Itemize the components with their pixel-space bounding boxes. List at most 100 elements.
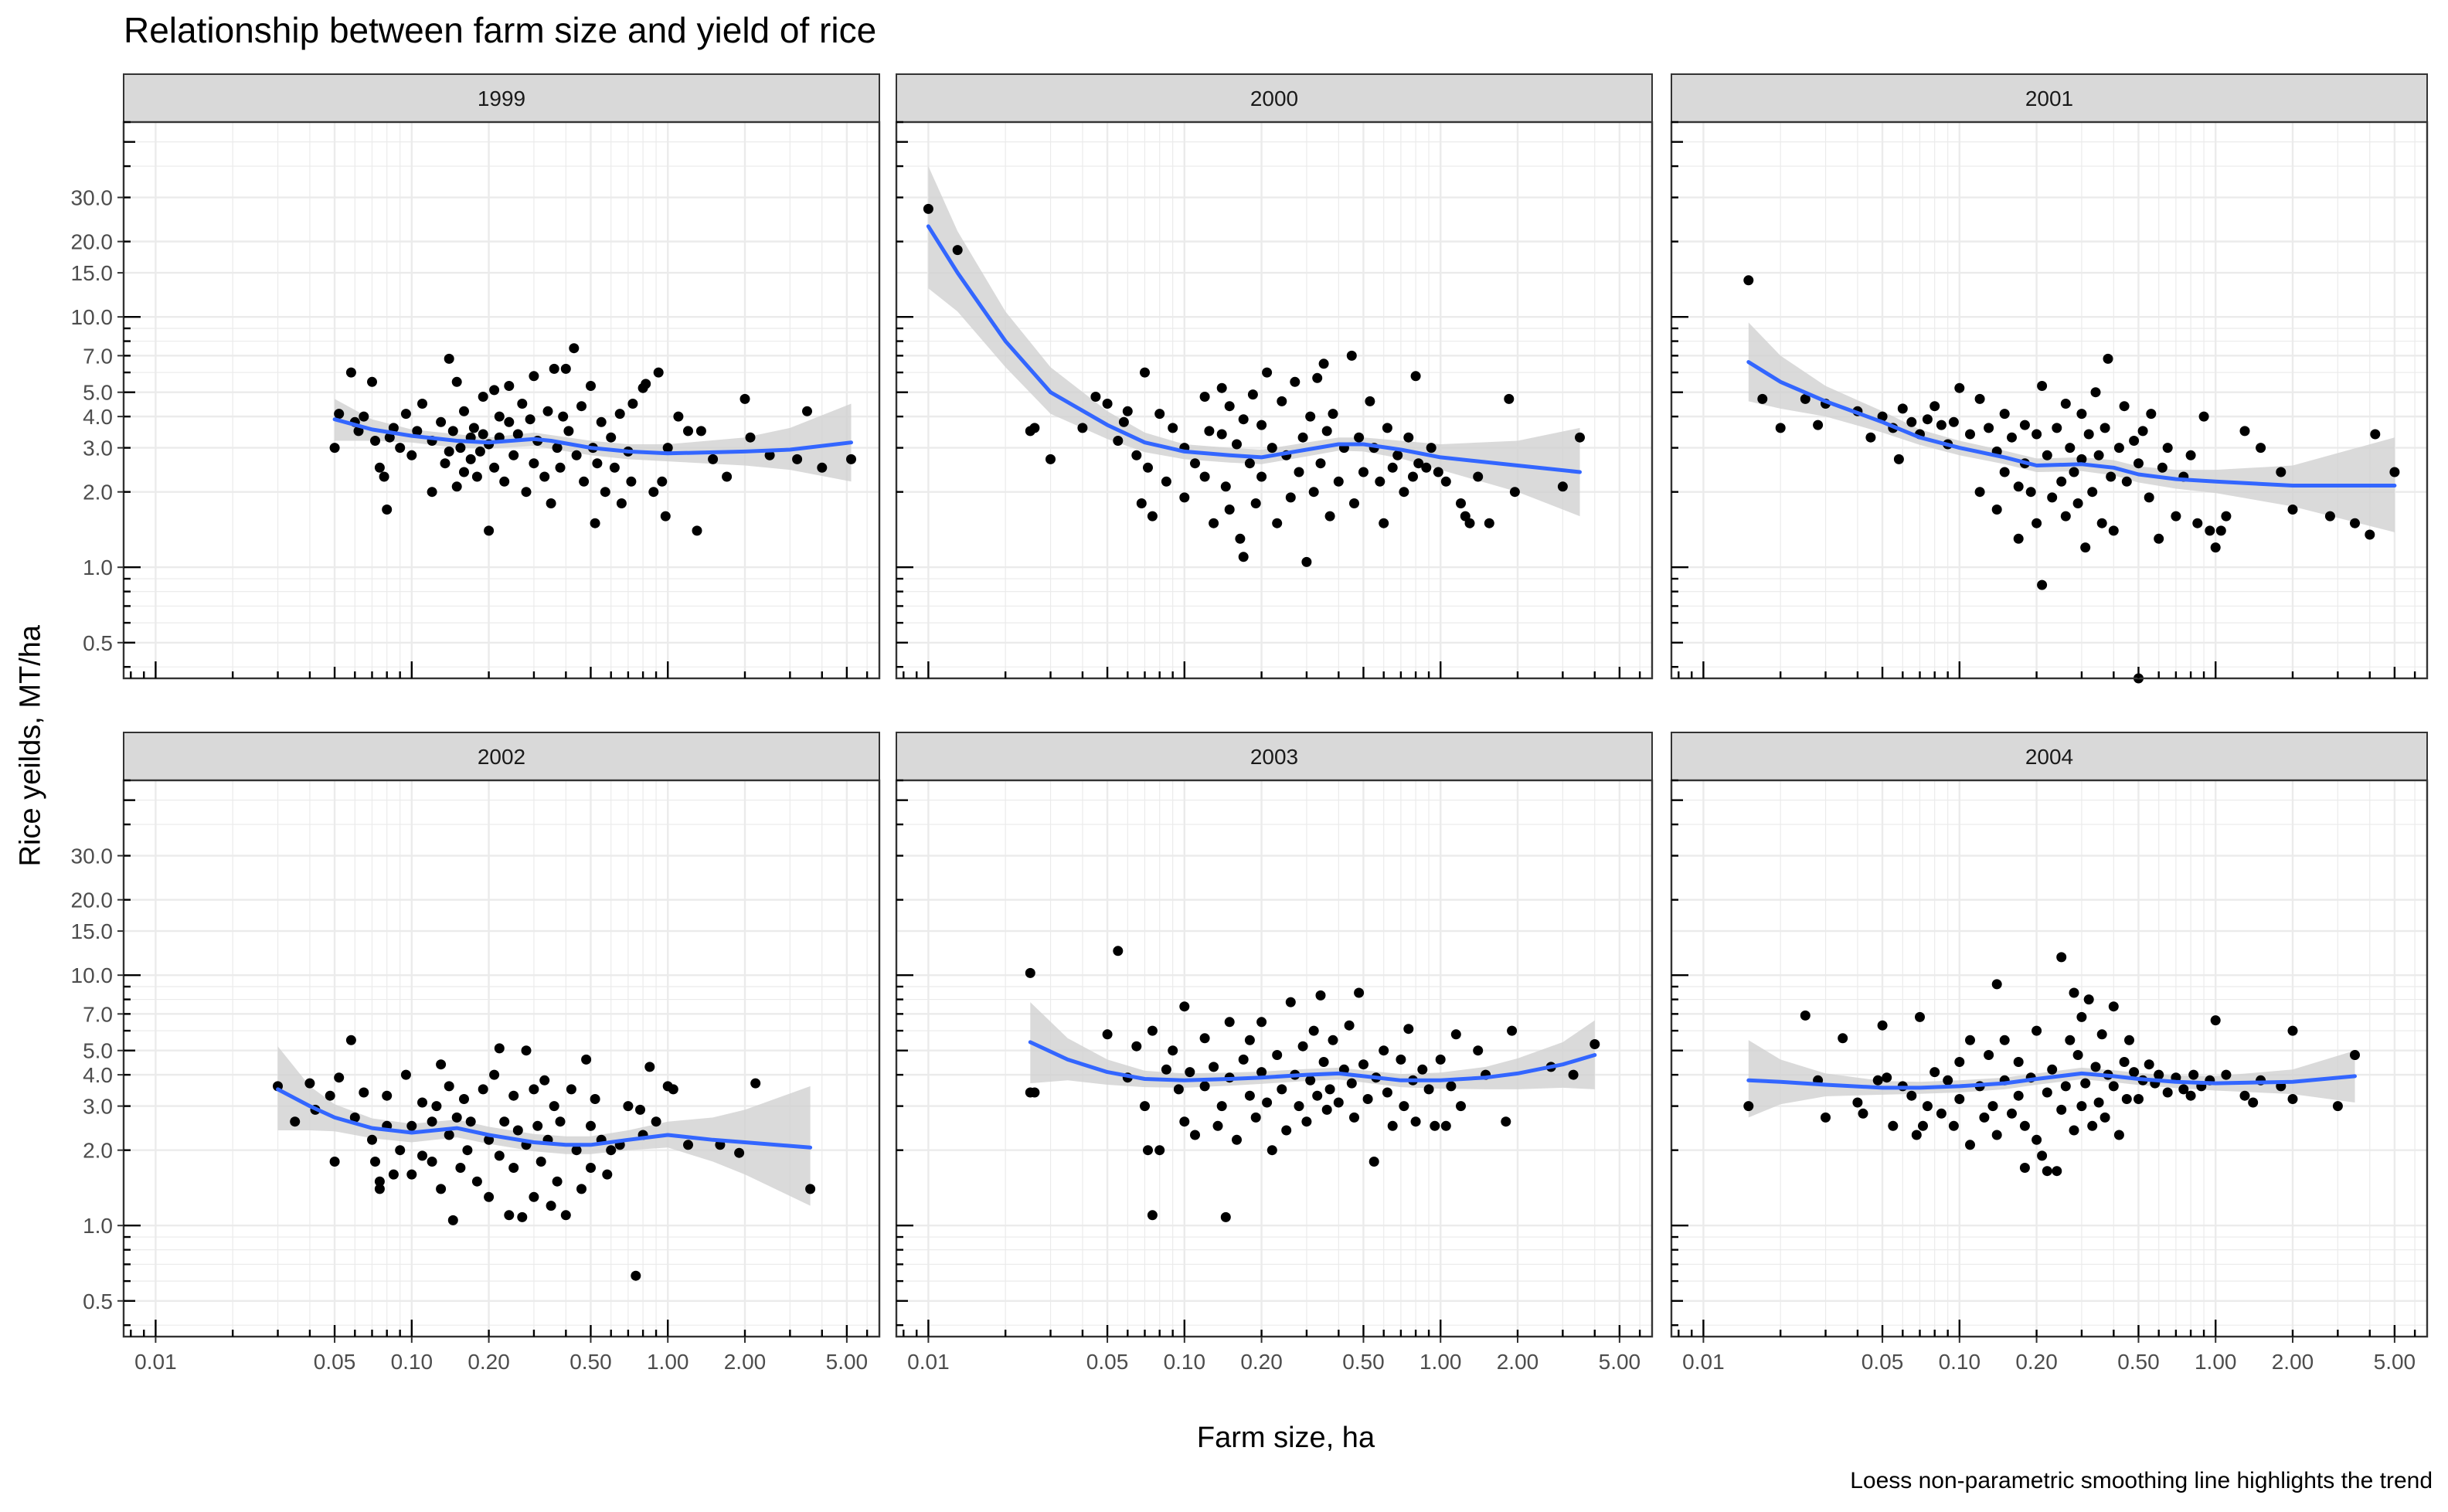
data-point bbox=[2106, 471, 2116, 482]
data-point bbox=[447, 426, 458, 437]
data-point bbox=[2113, 443, 2124, 454]
data-point bbox=[2129, 436, 2140, 446]
data-point bbox=[359, 1087, 369, 1098]
data-point bbox=[1122, 406, 1133, 416]
data-point bbox=[384, 432, 395, 443]
data-point bbox=[2162, 1087, 2173, 1098]
data-point bbox=[1403, 432, 1414, 443]
data-point bbox=[1417, 1064, 1428, 1075]
x-tick-label: 0.10 bbox=[1164, 1350, 1206, 1374]
data-point bbox=[1984, 423, 1994, 433]
data-point bbox=[566, 1084, 576, 1095]
panel-border bbox=[1670, 121, 2429, 680]
data-point bbox=[1328, 409, 1338, 420]
data-point bbox=[1247, 389, 1258, 400]
data-point bbox=[489, 1069, 500, 1080]
data-point bbox=[494, 411, 505, 422]
y-tick-label: 0.5 bbox=[83, 631, 113, 655]
loess-line bbox=[1746, 1071, 2357, 1090]
data-point bbox=[417, 1097, 427, 1108]
data-point bbox=[517, 1211, 528, 1222]
data-point bbox=[1238, 1054, 1249, 1065]
data-point bbox=[1179, 1001, 1190, 1012]
data-point bbox=[1147, 1025, 1158, 1036]
data-point bbox=[1984, 1050, 1994, 1060]
data-point bbox=[1358, 467, 1368, 477]
data-point bbox=[1305, 1075, 1316, 1086]
chart-caption: Loess non-parametric smoothing line high… bbox=[1850, 1468, 2433, 1493]
y-tick-label: 4.0 bbox=[83, 405, 113, 429]
data-point bbox=[1423, 1084, 1434, 1095]
data-point bbox=[465, 1116, 476, 1127]
data-point bbox=[484, 525, 495, 536]
data-point bbox=[662, 443, 673, 454]
data-point bbox=[2087, 1120, 2098, 1131]
data-point bbox=[1948, 416, 1959, 427]
y-tick-label: 30.0 bbox=[71, 186, 114, 210]
data-point bbox=[1354, 432, 1365, 443]
x-tick-label: 0.01 bbox=[1682, 1350, 1725, 1374]
data-point bbox=[2069, 467, 2079, 477]
y-tick-label: 2.0 bbox=[83, 1139, 113, 1163]
data-point bbox=[2072, 1050, 2083, 1060]
data-point bbox=[2047, 492, 2058, 503]
data-point bbox=[1954, 1057, 1965, 1067]
data-point bbox=[1168, 1045, 1178, 1056]
data-point bbox=[2052, 1166, 2062, 1177]
data-point bbox=[1365, 396, 1375, 406]
data-point bbox=[660, 511, 671, 522]
data-point bbox=[462, 1145, 473, 1156]
data-point bbox=[431, 1101, 442, 1112]
x-tick-label: 0.50 bbox=[2117, 1350, 2160, 1374]
data-point bbox=[1858, 1108, 1868, 1119]
data-point bbox=[2013, 1057, 2024, 1067]
data-point bbox=[379, 471, 389, 482]
data-point bbox=[427, 1116, 437, 1127]
data-point bbox=[1456, 498, 1466, 508]
y-tick-label: 20.0 bbox=[71, 230, 114, 254]
data-point bbox=[2287, 1094, 2298, 1104]
data-point bbox=[2076, 454, 2087, 464]
data-point bbox=[1358, 1059, 1368, 1070]
data-point bbox=[2134, 1094, 2144, 1104]
x-tick-label: 0.50 bbox=[1342, 1350, 1385, 1374]
data-point bbox=[2056, 476, 2067, 487]
data-point bbox=[1813, 420, 1824, 430]
data-point bbox=[1965, 1140, 1975, 1150]
data-point bbox=[359, 411, 369, 422]
data-point bbox=[367, 1134, 377, 1145]
data-point bbox=[1029, 423, 1040, 433]
data-point bbox=[2113, 1130, 2124, 1140]
data-point bbox=[552, 443, 563, 454]
data-point bbox=[2013, 481, 2024, 492]
y-tick-label: 20.0 bbox=[71, 889, 114, 912]
data-point bbox=[2205, 525, 2215, 536]
data-point bbox=[2154, 533, 2164, 544]
data-point bbox=[478, 429, 488, 440]
data-point bbox=[417, 1150, 427, 1161]
data-point bbox=[1179, 492, 1190, 503]
data-point bbox=[1987, 1101, 1998, 1112]
data-point bbox=[2162, 443, 2173, 454]
data-point bbox=[549, 1101, 559, 1112]
data-point bbox=[560, 1210, 571, 1221]
chart-title: Relationship between farm size and yield… bbox=[124, 10, 877, 50]
data-point bbox=[1922, 414, 1933, 425]
data-point bbox=[586, 381, 596, 391]
data-point bbox=[1379, 518, 1389, 528]
data-point bbox=[1557, 481, 1568, 492]
data-point bbox=[2350, 1050, 2360, 1060]
data-point bbox=[2093, 450, 2104, 460]
data-point bbox=[2096, 1029, 2107, 1040]
data-point bbox=[1238, 552, 1249, 562]
data-point bbox=[2124, 1035, 2134, 1045]
data-point bbox=[722, 471, 733, 482]
data-point bbox=[2032, 1134, 2042, 1145]
panel-background bbox=[896, 122, 1652, 678]
data-point bbox=[2108, 1081, 2119, 1092]
data-point bbox=[512, 1125, 523, 1136]
data-point bbox=[2350, 518, 2360, 528]
data-point bbox=[1272, 518, 1283, 528]
data-point bbox=[2096, 518, 2107, 528]
data-point bbox=[406, 1169, 417, 1180]
